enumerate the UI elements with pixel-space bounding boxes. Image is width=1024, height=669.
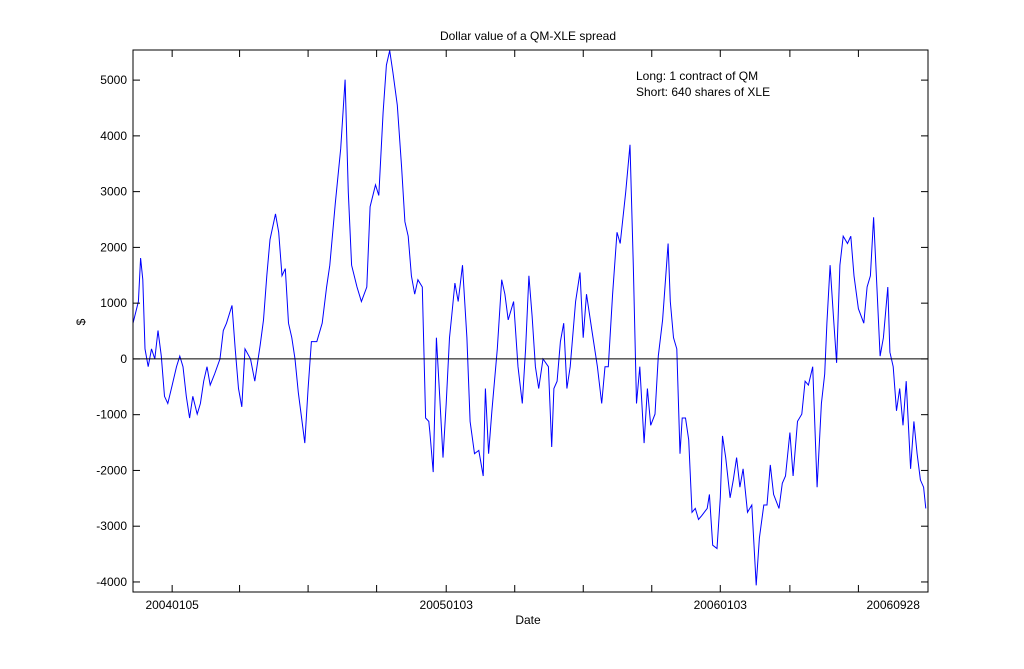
y-tick-label: -1000 — [96, 408, 127, 422]
plot-area: -4000 -3000 -2000 -1000 0 1000 2000 3000 4000 500… — [96, 49, 929, 612]
annotation-short: Short: 640 shares of XLE — [636, 85, 770, 99]
y-tick-label: 2000 — [100, 240, 127, 254]
x-tick-label: 20060928 — [867, 598, 921, 612]
x-tick-label: 20050103 — [420, 598, 474, 612]
x-tick-label: 20040105 — [145, 598, 199, 612]
y-tick-label: 1000 — [100, 296, 127, 310]
y-tick-label: 5000 — [100, 73, 127, 87]
y-tick-label: 0 — [120, 352, 127, 366]
y-tick-label: 3000 — [100, 185, 127, 199]
axes-box — [132, 49, 929, 593]
y-axis-label: $ — [74, 318, 88, 325]
y-tick-label: 4000 — [100, 129, 127, 143]
y-tick-label: -3000 — [96, 519, 127, 533]
x-axis-label: Date — [515, 613, 541, 627]
annotation-long: Long: 1 contract of QM — [636, 69, 758, 83]
x-tick-label: 20060103 — [694, 598, 748, 612]
chart-title: Dollar value of a QM-XLE spread — [440, 29, 616, 43]
y-tick-label: -4000 — [96, 575, 127, 589]
series-line-spread — [132, 50, 927, 586]
y-tick-label: -2000 — [96, 463, 127, 477]
